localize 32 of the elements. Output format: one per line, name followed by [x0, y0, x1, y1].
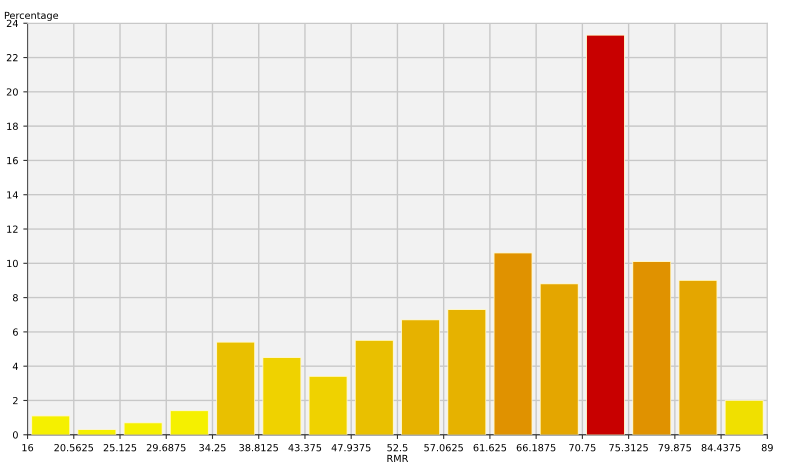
x-tick-label: 38.8125: [239, 444, 278, 452]
x-tick-label: 70.75: [569, 444, 596, 452]
y-tick-label: 4: [12, 362, 18, 370]
x-tick-label: 52.5: [387, 444, 408, 452]
x-tick-label: 20.5625: [54, 444, 94, 452]
x-tick-label: 29.6875: [146, 444, 186, 452]
x-tick-label: 61.625: [474, 444, 506, 452]
x-tick-label: 43.375: [288, 444, 322, 452]
x-axis-title: RMR: [387, 454, 408, 462]
y-axis-title: Percentage: [4, 12, 58, 21]
y-tick-label: 12: [7, 225, 18, 233]
x-tick-label: 66.1875: [516, 444, 556, 452]
x-tick-label: 75.3125: [609, 444, 648, 452]
y-tick-label: 8: [12, 294, 18, 302]
y-tick-label: 6: [13, 328, 18, 336]
x-tick-label: 25.125: [104, 444, 136, 452]
y-tick-label: 18: [7, 122, 18, 130]
y-tick-label: 20: [6, 88, 18, 96]
x-tick-label: 84.4375: [702, 444, 740, 452]
y-tick-label: 22: [6, 54, 18, 62]
x-tick-label: 79.875: [658, 444, 692, 452]
x-tick-label: 16: [22, 444, 34, 452]
x-tick-label: 89: [762, 444, 773, 452]
y-tick-label: 24: [6, 20, 18, 27]
y-tick-label: 14: [7, 191, 18, 198]
y-tick-label: 0: [12, 431, 18, 439]
y-tick-label: 10: [7, 260, 18, 268]
x-tick-label: 34.25: [199, 444, 226, 452]
x-tick-label: 57.0625: [424, 444, 463, 452]
y-tick-label: 16: [7, 156, 18, 164]
y-tick-label: 2: [13, 396, 18, 404]
x-tick-label: 47.9375: [332, 444, 370, 452]
